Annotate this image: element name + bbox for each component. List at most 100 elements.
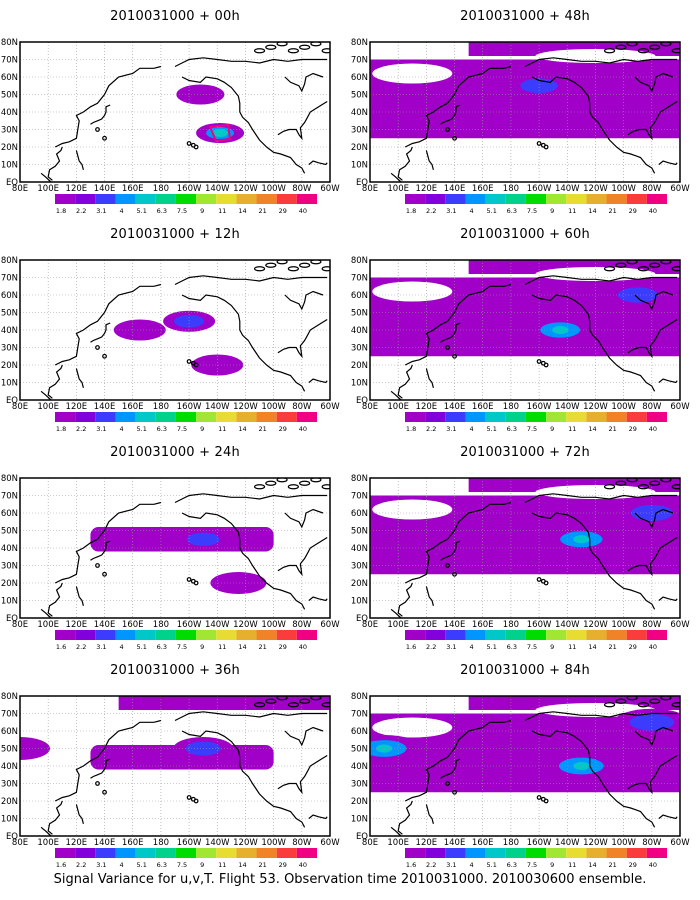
variance-blob-peak <box>552 326 569 334</box>
colorbar-swatch <box>95 630 116 640</box>
colorbar-label: 2.2 <box>76 207 86 215</box>
map-plot: 80E 100E 120E 140E 160E 180 160W 140W 120W 100W 80… <box>351 256 690 433</box>
map-frame <box>369 477 681 619</box>
x-tick-label: 100W <box>261 184 286 194</box>
x-tick-label: 80W <box>292 838 312 848</box>
colorbar-swatch <box>465 630 486 640</box>
colorbar-swatch <box>405 194 426 204</box>
y-tick-label: 40N <box>351 762 368 772</box>
x-tick-label: 180 <box>503 620 519 630</box>
x-tick-labels: 80E 100E 120E 140E 160E 180 160W 140W 120W 100W 80… <box>362 402 690 412</box>
colorbar-swatch <box>566 412 587 422</box>
colorbar-swatch <box>546 412 567 422</box>
colorbar-label: 21 <box>608 643 616 651</box>
map-frame <box>369 41 681 183</box>
x-tick-label: 60W <box>320 184 340 194</box>
colorbar-swatch <box>485 412 506 422</box>
y-tick-label: 10N <box>1 161 18 171</box>
y-tick-label: 20N <box>351 143 368 153</box>
x-tick-label: 120W <box>233 402 258 412</box>
colorbar-swatch <box>175 630 197 640</box>
colorbar-swatch <box>75 412 96 422</box>
x-tick-label: 160E <box>122 184 144 194</box>
colorbar-label: 5.1 <box>487 207 497 215</box>
colorbar-label: 11 <box>218 207 226 215</box>
y-tick-labels: EQ 10N 20N 30N 40N 50N 60N 70N 80N <box>1 38 18 188</box>
colorbar-label: 9 <box>200 207 204 215</box>
colorbar-label: 4 <box>469 425 473 433</box>
x-tick-label: 140E <box>444 402 466 412</box>
colorbar-swatch <box>236 194 257 204</box>
y-tick-label: 70N <box>1 492 18 502</box>
colorbar-swatch <box>216 194 237 204</box>
forecast-panel: 2010031000 + 72h 80E 100E 120E 140E 160E 180 16… <box>350 436 700 656</box>
coastlines <box>390 260 680 400</box>
colorbar-swatch <box>175 848 197 858</box>
y-tick-label: 50N <box>351 309 368 319</box>
y-tick-label: 80N <box>1 474 18 484</box>
colorbar-swatch <box>216 630 237 640</box>
colorbar-label: 1.8 <box>56 207 66 215</box>
y-tick-label: 30N <box>1 344 18 354</box>
y-tick-label: EQ <box>6 396 18 406</box>
y-tick-label: 20N <box>1 579 18 589</box>
x-tick-label: 180 <box>503 838 519 848</box>
gridlines <box>20 696 330 836</box>
colorbar-label: 11 <box>218 861 226 869</box>
x-tick-labels: 80E 100E 120E 140E 160E 180 160W 140W 120W 100W 80… <box>362 184 690 194</box>
colorbar-swatch <box>606 848 627 858</box>
colorbar-swatch <box>606 630 627 640</box>
colorbar-swatch <box>155 630 176 640</box>
y-tick-label: 60N <box>351 727 368 737</box>
colorbar-label: 21 <box>258 207 266 215</box>
colorbar-swatch <box>405 630 426 640</box>
variance-field <box>370 696 680 793</box>
x-tick-label: 100W <box>611 402 636 412</box>
x-tick-label: 60W <box>670 838 690 848</box>
colorbar-label: 29 <box>279 861 287 869</box>
colorbar-label: 11 <box>218 425 226 433</box>
x-tick-label: 80W <box>642 184 662 194</box>
colorbar-label: 40 <box>299 207 307 215</box>
colorbar-label: 4 <box>119 425 123 433</box>
x-tick-label: 180 <box>153 184 169 194</box>
variance-field <box>90 527 274 594</box>
colorbar-swatch <box>606 194 627 204</box>
colorbar-label: 1.6 <box>56 861 66 869</box>
colorbar-label: 2.2 <box>426 207 436 215</box>
x-tick-label: 120E <box>416 620 438 630</box>
colorbar-label: 40 <box>649 643 657 651</box>
y-tick-label: 20N <box>351 797 368 807</box>
colorbar-swatch <box>566 848 587 858</box>
colorbar-swatch <box>405 848 426 858</box>
colorbar-swatch <box>95 412 116 422</box>
forecast-panel: 2010031000 + 00h 80E 100E 120E 140E 160E 180 16… <box>0 0 350 220</box>
variance-blob-peak <box>212 129 229 137</box>
x-tick-labels: 80E 100E 120E 140E 160E 180 160W 140W 120W 100W 80… <box>12 838 340 848</box>
y-tick-labels: EQ 10N 20N 30N 40N 50N 60N 70N 80N <box>1 256 18 406</box>
variance-blob <box>20 737 50 760</box>
colorbar-swatch <box>586 848 607 858</box>
colorbar-label: 11 <box>568 643 576 651</box>
x-tick-label: 160E <box>472 402 494 412</box>
y-tick-label: 60N <box>351 509 368 519</box>
variance-blob-core <box>630 505 674 521</box>
y-tick-label: 20N <box>351 579 368 589</box>
colorbar-swatch <box>566 194 587 204</box>
map-plot: 80E 100E 120E 140E 160E 180 160W 140W 120W 100W 80… <box>1 38 340 215</box>
variance-band <box>118 696 330 710</box>
colorbar-label: 6.3 <box>157 425 167 433</box>
y-tick-label: 40N <box>351 544 368 554</box>
colorbar-label: 14 <box>238 207 246 215</box>
map-frame <box>369 695 681 837</box>
y-tick-label: EQ <box>356 832 368 842</box>
colorbar-label: 4 <box>469 207 473 215</box>
colorbar-label: 4 <box>469 643 473 651</box>
x-tick-label: 140W <box>555 838 580 848</box>
y-tick-label: 10N <box>1 379 18 389</box>
x-tick-label: 180 <box>153 402 169 412</box>
colorbar-swatch <box>425 194 446 204</box>
y-tick-label: 40N <box>351 326 368 336</box>
map-plot: 80E 100E 120E 140E 160E 180 160W 140W 120W 100W 80… <box>1 474 340 651</box>
map-frame <box>19 41 331 183</box>
